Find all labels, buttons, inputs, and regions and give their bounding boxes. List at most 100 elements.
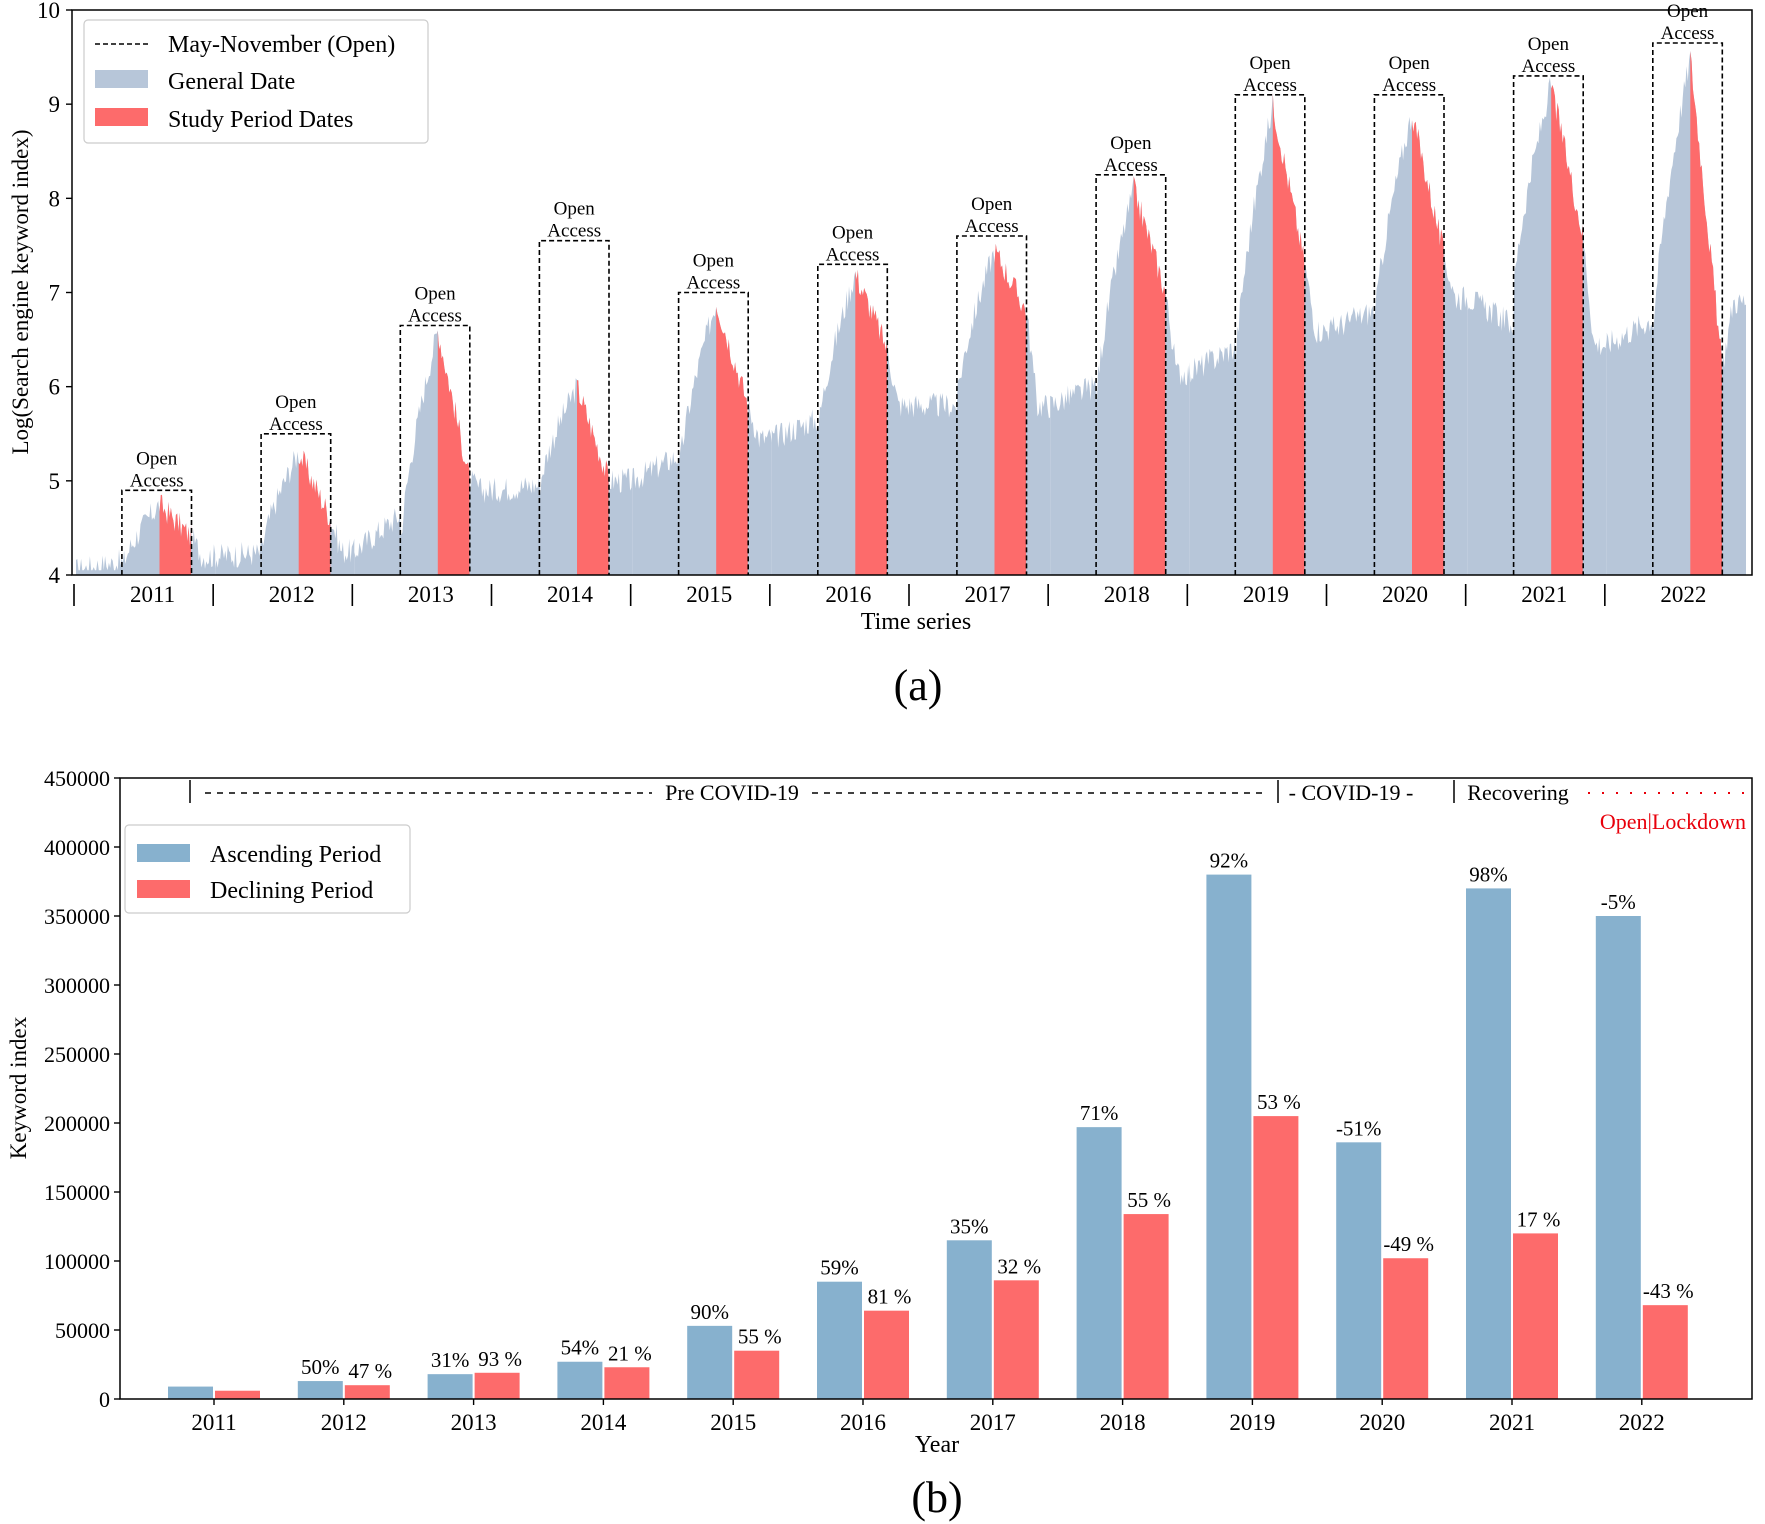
declining-label-2015: 55 %	[738, 1325, 782, 1349]
general-date-area-2014	[493, 378, 633, 575]
access-label-2016: Access	[826, 244, 880, 265]
open-period-box-2022	[1652, 42, 1724, 575]
declining-bar-2022	[1642, 1305, 1688, 1399]
ascending-bar-2015	[687, 1325, 733, 1399]
y-tick-label: 6	[49, 375, 61, 400]
legend-label-study-period: Study Period Dates	[168, 107, 353, 133]
general-date-area-2018	[1050, 176, 1190, 575]
panel-b-bars: 50% 47 % 31% 93 % 54% 21 % 90% 55 % 59% 81 % 35% 32…	[168, 849, 1694, 1399]
access-label-2012: Access	[269, 414, 323, 435]
declining-label-2014: 21 %	[608, 1341, 652, 1365]
x-tick-label-2017: 2017	[965, 582, 1011, 607]
y-tick-label: 10	[37, 0, 60, 23]
panel-b-x-axis: 2011 2012 2013 2014 2015 2016 2017 2018 2019 2020…	[191, 1399, 1665, 1435]
panel-a-legend-frame	[83, 19, 429, 144]
y-tick-label: 8	[49, 186, 61, 211]
declining-bar-2021	[1513, 1233, 1558, 1399]
panel-a-legend: May-November (Open) General Date Study P…	[83, 19, 429, 144]
open-period-box-2019	[1234, 94, 1306, 575]
ascending-bar-2011	[168, 1386, 213, 1399]
general-date-area-2022	[1606, 51, 1746, 575]
declining-bar-2020	[1383, 1258, 1429, 1399]
open-period-box-2011	[121, 489, 193, 575]
general-date-area-2011	[76, 494, 216, 575]
declining-bar-2011	[215, 1390, 260, 1399]
panel-b-y-axis-label: Keyword index	[6, 1016, 31, 1159]
y-tick-label: 200000	[44, 1111, 110, 1136]
x-tick-label-2019: 2019	[1229, 1410, 1275, 1435]
study-period-area-2014	[577, 380, 609, 575]
legend-label-ascending: Ascending Period	[210, 842, 381, 868]
open-period-box-2016	[817, 263, 889, 575]
open-label-2013: Open	[414, 283, 456, 304]
open-label-2012: Open	[275, 392, 317, 413]
declining-bar-2018	[1123, 1214, 1169, 1399]
x-tick-label-2012: 2012	[321, 1410, 367, 1435]
ascending-label-2014: 54%	[561, 1336, 600, 1360]
general-date-area-2019	[1189, 93, 1329, 575]
y-tick-label: 4	[49, 563, 61, 588]
declining-label-2012: 47 %	[348, 1359, 392, 1383]
open-label-2016: Open	[832, 222, 874, 243]
panel-a-y-axis-label: Log(Search engine keyword index)	[8, 129, 33, 454]
declining-label-2017: 32 %	[997, 1254, 1041, 1278]
open-label-2019: Open	[1249, 53, 1291, 74]
x-tick-label-2016: 2016	[840, 1410, 886, 1435]
open-label-2014: Open	[554, 199, 596, 220]
x-tick-label-2011: 2011	[130, 582, 175, 607]
legend-label-declining: Declining Period	[210, 878, 373, 904]
study-period-area-2013	[437, 330, 470, 575]
phase-label-pre-covid: Pre COVID-19	[665, 780, 799, 805]
y-tick-label: 0	[99, 1387, 110, 1412]
x-tick-label-2022: 2022	[1619, 1410, 1665, 1435]
ascending-bar-2017	[946, 1240, 992, 1399]
study-period-area-2017	[994, 243, 1027, 575]
study-period-area-2021	[1551, 85, 1583, 575]
x-tick-label-2016: 2016	[825, 582, 871, 607]
study-period-area-2020	[1412, 120, 1444, 575]
ascending-label-2016: 59%	[820, 1256, 859, 1280]
ascending-bar-2018	[1076, 1127, 1122, 1399]
ascending-label-2020: -51%	[1336, 1116, 1382, 1140]
declining-bar-2014	[604, 1367, 650, 1399]
phase-label-open-lockdown: Open|Lockdown	[1600, 809, 1746, 834]
panel-b-phase-annotations: Pre COVID-19 - COVID-19 - Recovering Ope…	[189, 780, 1746, 834]
open-label-2011: Open	[136, 448, 178, 469]
access-label-2022: Access	[1661, 23, 1715, 44]
open-period-box-2012	[260, 433, 332, 575]
access-label-2020: Access	[1382, 75, 1436, 96]
open-label-2022: Open	[1667, 1, 1709, 22]
general-date-area-2017	[911, 243, 1051, 575]
panel-a-x-axis-label: Time series	[861, 609, 971, 635]
open-label-2015: Open	[693, 251, 735, 272]
x-tick-label-2014: 2014	[580, 1410, 627, 1435]
declining-label-2019: 53 %	[1257, 1090, 1301, 1114]
ascending-label-2018: 71%	[1080, 1101, 1119, 1125]
declining-bar-2016	[864, 1310, 909, 1399]
declining-bar-2012	[344, 1385, 390, 1399]
panel-b-caption: (b)	[911, 1473, 962, 1522]
open-period-box-2014	[538, 239, 610, 575]
phase-label-covid: - COVID-19 -	[1289, 780, 1414, 805]
x-tick-label-2022: 2022	[1660, 582, 1706, 607]
panel-b-y-axis: 0 50000 100000 150000 200000 250000 300000 3500…	[44, 766, 120, 1412]
study-period-area-2015	[716, 306, 748, 575]
y-tick-label: 5	[49, 469, 61, 494]
x-tick-label-2021: 2021	[1521, 582, 1567, 607]
open-period-box-2017	[956, 235, 1028, 575]
ascending-label-2013: 31%	[431, 1348, 470, 1372]
declining-label-2020: -49 %	[1383, 1232, 1434, 1256]
ascending-bar-2016	[817, 1281, 862, 1399]
ascending-bar-2013	[427, 1374, 473, 1399]
panel-a-chart: OpenAccessOpenAccessOpenAccessOpenAccess…	[8, 0, 1753, 635]
study-period-area-2011	[159, 494, 192, 575]
general-date-area-2013	[354, 330, 494, 575]
declining-label-2021: 17 %	[1517, 1207, 1561, 1231]
y-tick-label: 7	[49, 281, 61, 306]
ascending-label-2012: 50%	[301, 1355, 340, 1379]
y-tick-label: 350000	[44, 904, 110, 929]
y-tick-label: 450000	[44, 766, 110, 791]
x-tick-label-2018: 2018	[1100, 1410, 1146, 1435]
open-period-box-2020	[1373, 94, 1445, 575]
